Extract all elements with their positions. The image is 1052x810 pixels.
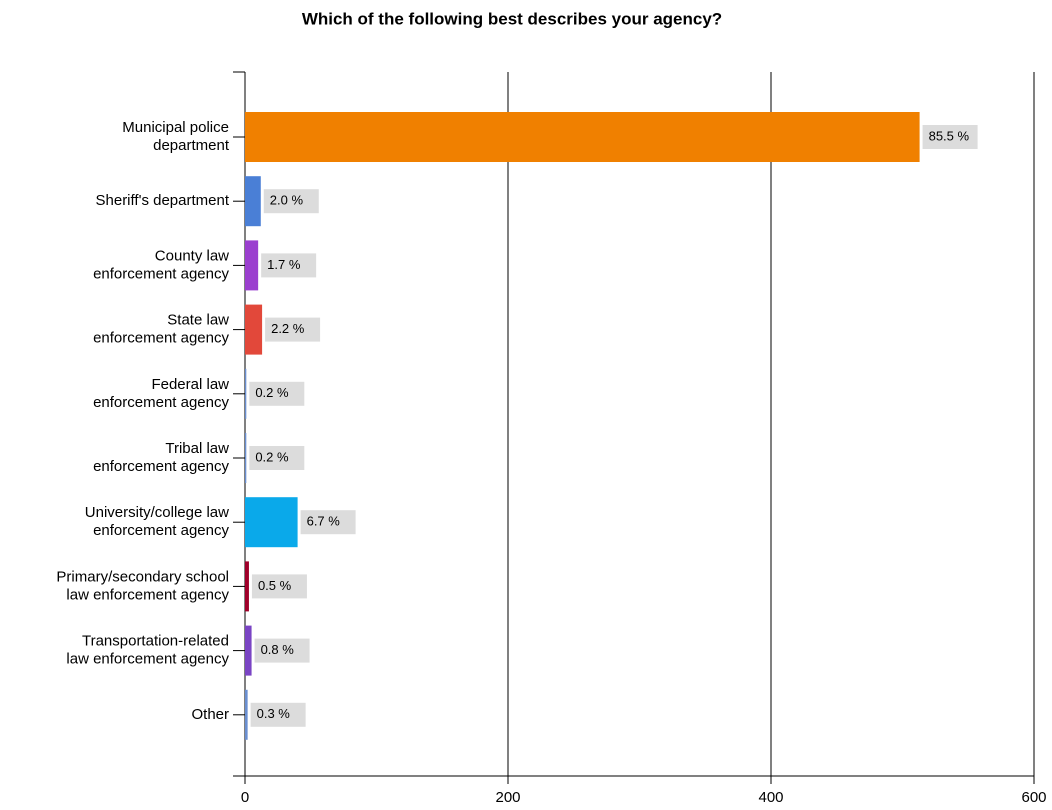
value-label-bg xyxy=(249,381,305,406)
bar xyxy=(245,176,261,227)
y-tick-label: Municipal police department xyxy=(122,119,230,154)
bar xyxy=(245,561,249,612)
value-label: 0.3 % xyxy=(257,706,291,721)
bar xyxy=(245,625,252,676)
x-tick-label: 0 xyxy=(241,789,249,806)
x-tick-label: 200 xyxy=(495,789,520,806)
value-label-bg xyxy=(263,189,319,214)
value-label-bg xyxy=(249,446,305,470)
value-label-bg xyxy=(261,253,317,278)
y-tick-label: Primary/secondary school law enforcement … xyxy=(56,568,229,603)
value-label: 0.5 % xyxy=(258,578,292,593)
value-label-bg xyxy=(251,574,307,599)
x-tick-label: 600 xyxy=(1021,789,1046,806)
value-label: 0.2 % xyxy=(255,449,289,464)
bar xyxy=(245,368,247,419)
value-label: 2.0 % xyxy=(270,193,304,208)
value-label: 0.2 % xyxy=(255,385,289,400)
y-tick-label: University/college law enforcement agency xyxy=(85,504,230,539)
x-tick-label: 400 xyxy=(758,789,783,806)
y-tick-label: Other xyxy=(191,706,229,723)
chart-title: Which of the following best describes yo… xyxy=(302,9,722,28)
y-tick-label: Federal law enforcement agency xyxy=(93,376,229,411)
bar xyxy=(245,433,247,483)
bar xyxy=(245,304,263,355)
bar xyxy=(245,112,920,162)
value-label: 0.8 % xyxy=(261,642,295,657)
value-label-bg xyxy=(265,317,321,342)
bar xyxy=(245,689,248,740)
y-tick-label: Transportation-related law enforcement ag… xyxy=(66,633,229,668)
value-label-bg xyxy=(250,702,306,727)
value-label: 6.7 % xyxy=(307,514,341,529)
y-tick-label: County law enforcement agency xyxy=(93,247,229,282)
bar xyxy=(245,240,259,291)
y-tick-label: Tribal law enforcement agency xyxy=(93,440,229,475)
value-label-bg xyxy=(254,638,310,663)
value-label: 2.2 % xyxy=(271,321,305,336)
value-label-bg xyxy=(300,510,356,535)
value-label-bg xyxy=(922,125,978,149)
y-tick-label: State law enforcement agency xyxy=(93,312,229,347)
y-tick-label: Sheriff's department xyxy=(96,192,230,209)
bar xyxy=(245,497,298,548)
value-label: 85.5 % xyxy=(929,128,970,143)
value-label: 1.7 % xyxy=(267,257,301,272)
